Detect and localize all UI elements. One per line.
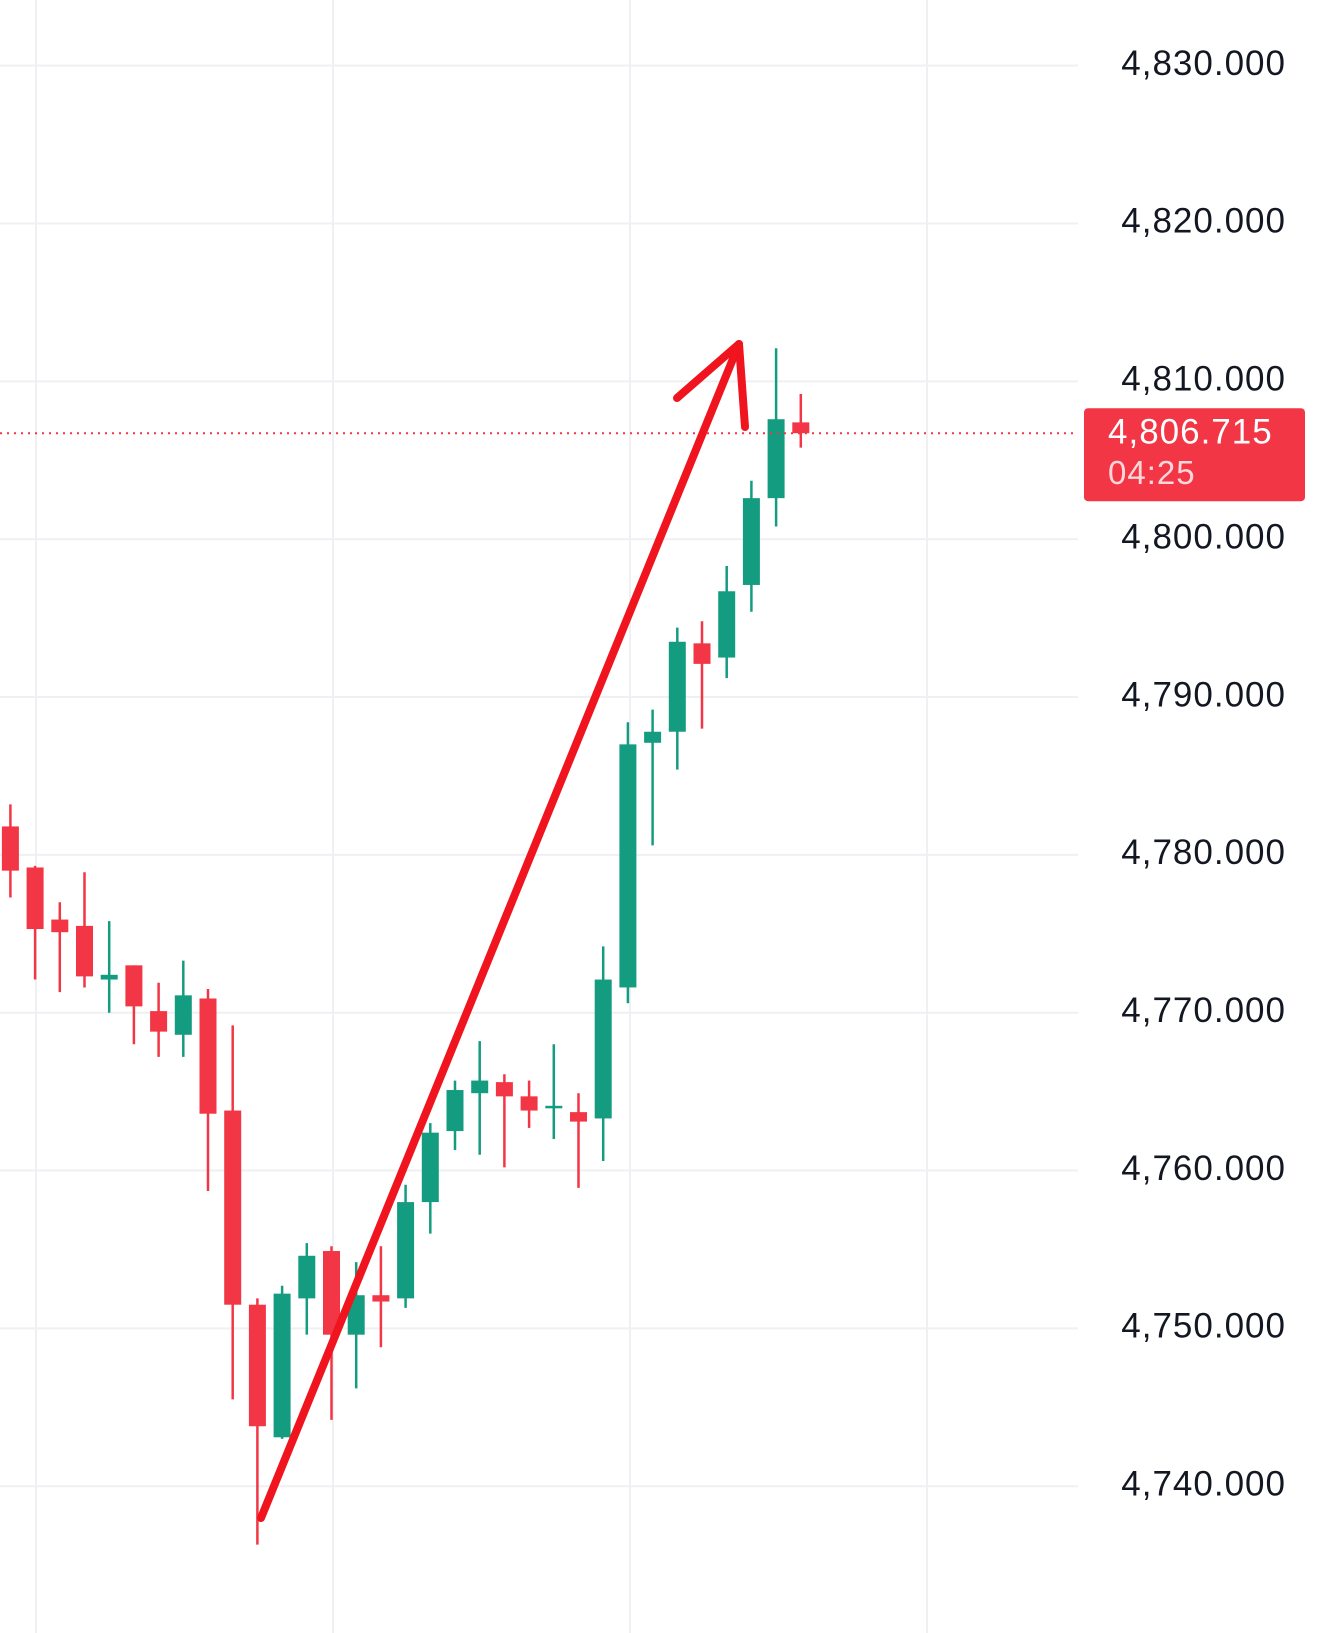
y-tick-label: 4,750.000 [1121,1307,1286,1346]
candle-body [1,826,19,871]
candle-body [174,995,192,1035]
last-price-box [1084,408,1305,502]
candle-body [718,591,736,658]
candle-body [520,1096,538,1111]
y-tick-label: 4,790.000 [1121,675,1286,714]
candle-body [495,1082,513,1097]
time-grid [35,0,928,1633]
y-tick-label: 4,800.000 [1121,517,1286,556]
candle-body [397,1202,415,1299]
candle-body [26,867,44,930]
candle-body [767,419,785,499]
arrow-head [673,340,749,431]
candle-body [594,979,612,1119]
candle-body [693,643,711,664]
y-tick-label: 4,780.000 [1121,833,1286,872]
candle-body [668,641,686,732]
candle-body [619,744,637,988]
candle-body [323,1251,340,1335]
y-tick-label: 4,770.000 [1121,991,1286,1030]
candle-body [446,1090,464,1132]
candle-body [125,965,143,1007]
candle-body [150,1011,168,1032]
candle-body [100,974,118,980]
y-tick-label: 4,740.000 [1121,1464,1286,1503]
candle-body [51,919,69,933]
candle-body [224,1110,242,1305]
candle-body [421,1132,439,1203]
candle-body [248,1304,266,1427]
y-tick-label: 4,830.000 [1121,44,1286,83]
countdown-label: 04:25 [1108,454,1196,491]
candle-body [471,1080,489,1094]
y-tick-label: 4,760.000 [1121,1149,1286,1188]
y-tick-label: 4,820.000 [1121,202,1286,241]
y-tick-label: 4,810.000 [1121,360,1286,399]
candle-body [273,1293,291,1438]
candle-body [570,1112,587,1122]
candle-body [298,1255,316,1299]
candle-body [644,731,662,743]
candle-body [742,498,760,585]
candle-body [372,1295,390,1302]
candle-body [199,998,217,1114]
candle-body [792,422,810,434]
candle-body [76,925,93,977]
arrow-shaft [257,340,743,1522]
candle-body [545,1105,563,1109]
last-price-label: 4,806.715 [1108,412,1273,451]
trend-arrow [257,340,749,1522]
